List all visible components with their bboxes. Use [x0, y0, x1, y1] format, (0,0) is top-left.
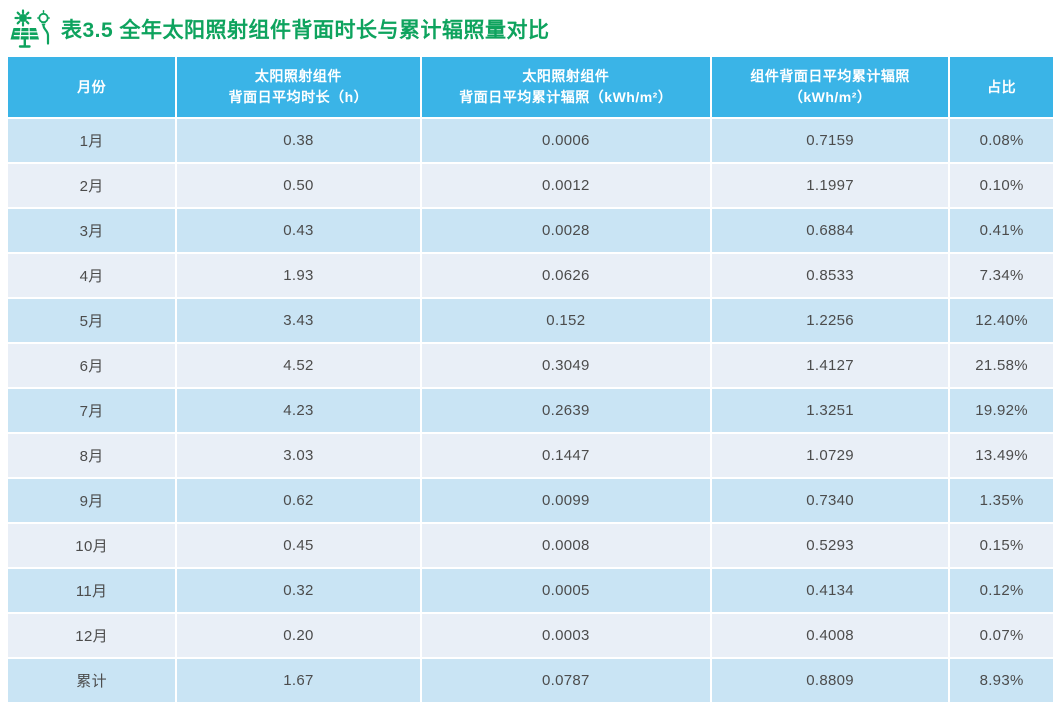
- rear-daily-irradiation-cell: 0.152: [421, 299, 711, 342]
- rear-daily-irradiation-cell: 0.3049: [421, 344, 711, 387]
- daily-hours-cell: 1.67: [177, 659, 420, 702]
- header-line: 占比: [987, 78, 1017, 95]
- rear-daily-irradiation-cell: 0.2639: [421, 389, 711, 432]
- table-row: 10月 0.45 0.0008 0.5293 0.15%: [8, 524, 1053, 567]
- header-line: 太阳照射组件: [522, 68, 610, 84]
- rear-cumulative-irradiation-cell: 0.6884: [712, 209, 949, 252]
- ratio-cell: 0.15%: [950, 524, 1053, 567]
- ratio-cell: 8.93%: [950, 659, 1053, 702]
- ratio-cell: 0.12%: [950, 569, 1053, 612]
- table-row: 7月 4.23 0.2639 1.3251 19.92%: [8, 389, 1053, 432]
- rear-daily-irradiation-cell: 0.0787: [421, 659, 711, 702]
- rear-cumulative-irradiation-cell: 0.4008: [712, 614, 949, 657]
- rear-daily-irradiation-cell: 0.1447: [421, 434, 711, 477]
- rear-daily-irradiation-cell: 0.0005: [421, 569, 711, 612]
- rear-cumulative-irradiation-cell: 1.4127: [712, 344, 949, 387]
- month-cell: 4月: [8, 254, 176, 297]
- table-row: 3月 0.43 0.0028 0.6884 0.41%: [8, 209, 1053, 252]
- table-row: 6月 4.52 0.3049 1.4127 21.58%: [8, 344, 1053, 387]
- month-cell: 1月: [8, 119, 176, 162]
- month-cell: 累计: [8, 659, 176, 702]
- table-row: 1月 0.38 0.0006 0.7159 0.08%: [8, 119, 1053, 162]
- ratio-cell: 0.07%: [950, 614, 1053, 657]
- daily-hours-cell: 0.43: [177, 209, 420, 252]
- rear-daily-irradiation-cell: 0.0012: [421, 164, 711, 207]
- rear-cumulative-irradiation-cell: 1.2256: [712, 299, 949, 342]
- daily-hours-cell: 0.38: [177, 119, 420, 162]
- month-cell: 11月: [8, 569, 176, 612]
- month-cell: 12月: [8, 614, 176, 657]
- header-line: 背面日平均累计辐照（kWh/m²）: [459, 89, 673, 105]
- month-cell: 8月: [8, 434, 176, 477]
- rear-daily-irradiation-cell: 0.0099: [421, 479, 711, 522]
- table-row: 8月 3.03 0.1447 1.0729 13.49%: [8, 434, 1053, 477]
- ratio-cell: 0.41%: [950, 209, 1053, 252]
- month-cell: 2月: [8, 164, 176, 207]
- month-cell: 10月: [8, 524, 176, 567]
- column-header-month: 月份: [8, 57, 176, 117]
- data-table: 月份 太阳照射组件 背面日平均时长（h） 太阳照射组件 背面日平均累计辐照（kW…: [8, 57, 1053, 702]
- column-header-daily-hours: 太阳照射组件 背面日平均时长（h）: [177, 57, 420, 117]
- ratio-cell: 12.40%: [950, 299, 1053, 342]
- table-title-bar: 表3.5 全年太阳照射组件背面时长与累计辐照量对比: [8, 0, 1053, 57]
- rear-cumulative-irradiation-cell: 0.7159: [712, 119, 949, 162]
- daily-hours-cell: 3.03: [177, 434, 420, 477]
- header-line: （kWh/m²）: [788, 89, 872, 105]
- header-line: 组件背面日平均累计辐照: [750, 68, 910, 84]
- header-line: 月份: [77, 78, 107, 95]
- daily-hours-cell: 0.62: [177, 479, 420, 522]
- daily-hours-cell: 3.43: [177, 299, 420, 342]
- rear-cumulative-irradiation-cell: 0.8533: [712, 254, 949, 297]
- month-cell: 6月: [8, 344, 176, 387]
- month-cell: 3月: [8, 209, 176, 252]
- table-title: 表3.5 全年太阳照射组件背面时长与累计辐照量对比: [61, 18, 550, 42]
- column-header-ratio: 占比: [950, 57, 1053, 117]
- rear-cumulative-irradiation-cell: 0.4134: [712, 569, 949, 612]
- rear-daily-irradiation-cell: 0.0006: [421, 119, 711, 162]
- ratio-cell: 19.92%: [950, 389, 1053, 432]
- header-line: 太阳照射组件: [254, 68, 342, 84]
- rear-cumulative-irradiation-cell: 1.0729: [712, 434, 949, 477]
- solar-panel-sun-bulb-icon: [10, 8, 54, 49]
- daily-hours-cell: 4.52: [177, 344, 420, 387]
- table-row: 11月 0.32 0.0005 0.4134 0.12%: [8, 569, 1053, 612]
- rear-cumulative-irradiation-cell: 0.7340: [712, 479, 949, 522]
- rear-cumulative-irradiation-cell: 1.3251: [712, 389, 949, 432]
- daily-hours-cell: 0.32: [177, 569, 420, 612]
- rear-cumulative-irradiation-cell: 1.1997: [712, 164, 949, 207]
- table-row: 累计 1.67 0.0787 0.8809 8.93%: [8, 659, 1053, 702]
- ratio-cell: 0.08%: [950, 119, 1053, 162]
- ratio-cell: 13.49%: [950, 434, 1053, 477]
- rear-daily-irradiation-cell: 0.0008: [421, 524, 711, 567]
- table-row: 5月 3.43 0.152 1.2256 12.40%: [8, 299, 1053, 342]
- ratio-cell: 1.35%: [950, 479, 1053, 522]
- table-row: 9月 0.62 0.0099 0.7340 1.35%: [8, 479, 1053, 522]
- column-header-rear-daily-irradiation: 太阳照射组件 背面日平均累计辐照（kWh/m²）: [421, 57, 711, 117]
- table-header-row: 月份 太阳照射组件 背面日平均时长（h） 太阳照射组件 背面日平均累计辐照（kW…: [8, 57, 1053, 117]
- month-cell: 9月: [8, 479, 176, 522]
- ratio-cell: 21.58%: [950, 344, 1053, 387]
- daily-hours-cell: 0.20: [177, 614, 420, 657]
- rear-daily-irradiation-cell: 0.0626: [421, 254, 711, 297]
- solar-panel-sun-bulb-icon: [10, 8, 50, 48]
- header-line: 背面日平均时长（h）: [228, 89, 369, 105]
- table-row: 2月 0.50 0.0012 1.1997 0.10%: [8, 164, 1053, 207]
- table-body: 1月 0.38 0.0006 0.7159 0.08% 2月 0.50 0.00…: [8, 119, 1053, 702]
- month-cell: 5月: [8, 299, 176, 342]
- rear-cumulative-irradiation-cell: 0.5293: [712, 524, 949, 567]
- month-cell: 7月: [8, 389, 176, 432]
- table-row: 12月 0.20 0.0003 0.4008 0.07%: [8, 614, 1053, 657]
- rear-daily-irradiation-cell: 0.0003: [421, 614, 711, 657]
- daily-hours-cell: 0.45: [177, 524, 420, 567]
- rear-daily-irradiation-cell: 0.0028: [421, 209, 711, 252]
- ratio-cell: 7.34%: [950, 254, 1053, 297]
- table-row: 4月 1.93 0.0626 0.8533 7.34%: [8, 254, 1053, 297]
- daily-hours-cell: 1.93: [177, 254, 420, 297]
- daily-hours-cell: 4.23: [177, 389, 420, 432]
- rear-cumulative-irradiation-cell: 0.8809: [712, 659, 949, 702]
- column-header-rear-cumulative-irradiation: 组件背面日平均累计辐照 （kWh/m²）: [712, 57, 949, 117]
- daily-hours-cell: 0.50: [177, 164, 420, 207]
- ratio-cell: 0.10%: [950, 164, 1053, 207]
